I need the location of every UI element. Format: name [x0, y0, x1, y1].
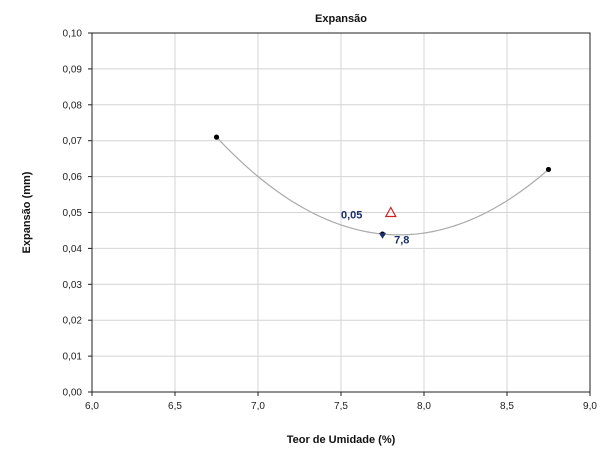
y-tick-label: 0,00 — [63, 388, 83, 399]
y-axis-title: Expansão (mm) — [21, 171, 33, 253]
x-axis: 6,0 6,5 7,0 7,5 8,0 8,5 9,0 — [85, 392, 597, 412]
data-point — [213, 134, 220, 140]
annotation-label: 7,8 — [394, 234, 409, 246]
optimum-triangle — [384, 206, 397, 218]
grid — [92, 33, 590, 392]
optimum-marker — [379, 206, 397, 239]
y-tick-label: 0,01 — [63, 352, 83, 363]
data-point — [545, 166, 552, 173]
annotation-label: 0,05 — [341, 209, 362, 221]
x-axis-title: Teor de Umidade (%) — [287, 434, 396, 446]
x-tick-label: 8,0 — [417, 401, 431, 412]
x-tick-label: 6,5 — [168, 401, 182, 412]
x-tick-label: 9,0 — [583, 401, 597, 412]
y-tick-label: 0,02 — [63, 316, 83, 327]
y-tick-label: 0,05 — [63, 208, 83, 219]
annotations: 0,05 7,8 — [341, 209, 409, 246]
x-tick-label: 7,0 — [251, 401, 265, 412]
x-tick-label: 7,5 — [334, 401, 348, 412]
y-tick-label: 0,06 — [63, 172, 83, 183]
y-tick-label: 0,08 — [63, 100, 83, 111]
x-tick-label: 6,0 — [85, 401, 99, 412]
y-tick-label: 0,04 — [63, 244, 83, 255]
y-axis: 0,00 0,01 0,02 0,03 0,04 0,05 0,06 0,07 0,08 0,09… — [63, 29, 92, 399]
y-tick-label: 0,10 — [63, 29, 83, 40]
pointer-triangle — [379, 232, 386, 239]
chart-title: Expansão — [315, 13, 367, 25]
y-tick-label: 0,09 — [63, 64, 83, 75]
y-tick-label: 0,07 — [63, 136, 83, 147]
x-tick-label: 8,5 — [500, 401, 514, 412]
y-tick-label: 0,03 — [63, 280, 83, 291]
